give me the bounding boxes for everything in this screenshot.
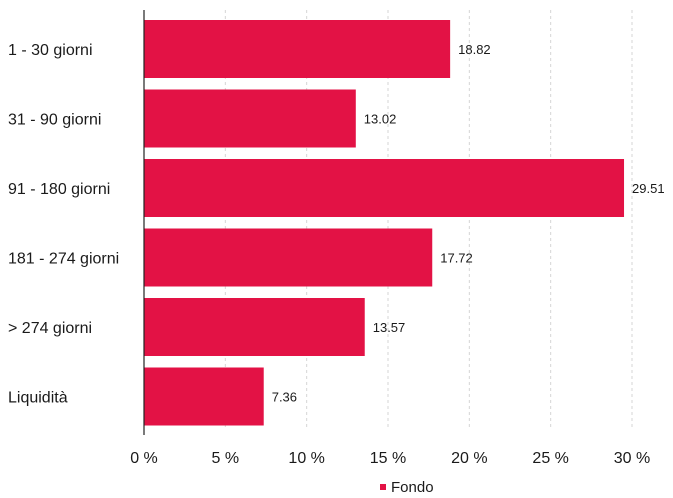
- labels: 0 % 5 % 10 % 15 % 20 % 25 % 30 % 1 - 30 giorni 1…: [8, 42, 665, 467]
- category-label: Liquidità: [8, 390, 68, 407]
- data-label: 13.57: [373, 320, 406, 335]
- bar: [144, 89, 356, 148]
- legend-swatch-fondo: [380, 484, 386, 490]
- data-label: 7.36: [272, 390, 297, 405]
- gridlines: [224, 10, 633, 430]
- x-tick-label: 0 %: [130, 450, 158, 467]
- legend: Fondo: [380, 479, 434, 496]
- bar: [144, 159, 625, 217]
- category-label: 31 - 90 giorni: [8, 112, 101, 129]
- data-label: 17.72: [440, 251, 473, 266]
- category-label: > 274 giorni: [8, 320, 92, 337]
- category-label: 1 - 30 giorni: [8, 42, 93, 59]
- data-label: 18.82: [458, 42, 491, 57]
- bar: [144, 367, 264, 426]
- x-tick-label: 5 %: [212, 450, 240, 467]
- x-tick-label: 25 %: [532, 450, 568, 467]
- data-label: 29.51: [632, 181, 665, 196]
- bar: [144, 298, 365, 356]
- bars: [144, 20, 625, 426]
- x-tick-label: 20 %: [451, 450, 487, 467]
- bar: [144, 20, 451, 78]
- bar: [144, 228, 433, 287]
- data-label: 13.02: [364, 112, 397, 127]
- x-tick-label: 15 %: [370, 450, 406, 467]
- category-label: 181 - 274 giorni: [8, 251, 119, 268]
- x-tick-label: 30 %: [614, 450, 650, 467]
- legend-label-fondo: Fondo: [391, 479, 434, 496]
- category-label: 91 - 180 giorni: [8, 181, 110, 198]
- x-tick-label: 10 %: [288, 450, 324, 467]
